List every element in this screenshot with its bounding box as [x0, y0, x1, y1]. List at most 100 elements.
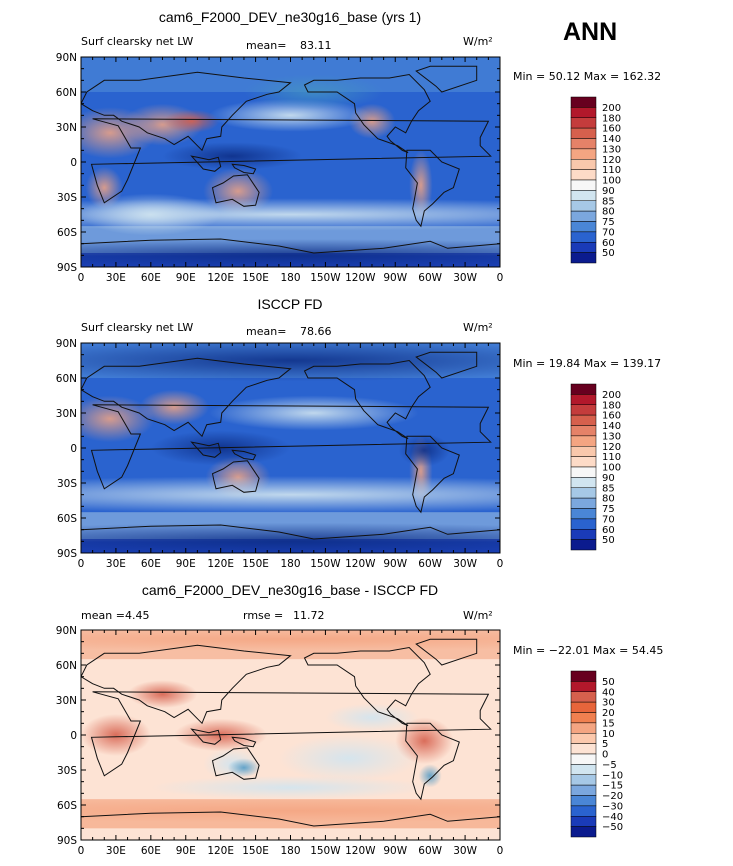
difference-colorbar-label: 15 [602, 718, 615, 729]
obs-colorbar-box [570, 404, 597, 416]
obs-colorbar-label: 180 [602, 400, 621, 411]
model-coastline [405, 149, 460, 228]
obs-colorbar-label: 50 [602, 535, 615, 546]
obs-lon-label: 120W [345, 558, 376, 570]
difference-lat-label: 30S [57, 765, 77, 777]
obs-colorbar-label: 60 [602, 525, 615, 536]
obs-mean-label: mean= [246, 325, 286, 338]
model-lon-label: 90W [383, 272, 407, 284]
difference-colorbar-box [570, 753, 597, 765]
difference-colorbar-label: −20 [602, 791, 623, 802]
model-colorbar-box [570, 200, 597, 212]
obs-lat-label: 30S [57, 478, 77, 490]
difference-lon-label: 120E [207, 845, 234, 857]
difference-colorbar-label: 40 [602, 687, 615, 698]
model-antarctica-coastline [81, 238, 500, 254]
model-colorbar-label: 70 [602, 227, 615, 238]
difference-coastline [90, 691, 492, 777]
obs-coastline [90, 404, 492, 490]
obs-region-deep [398, 434, 450, 467]
difference-lat-label: 30N [56, 695, 77, 707]
model-colorbar-box [570, 169, 597, 181]
difference-title: cam6_F2000_DEV_ne30g16_base - ISCCP FD [142, 582, 438, 598]
difference-region-warm [81, 630, 500, 651]
difference-coastline [231, 736, 257, 748]
difference-region-pale [150, 775, 431, 800]
obs-coastline [231, 449, 257, 461]
model-coastline [231, 163, 257, 175]
model-lat-label: 90N [56, 52, 77, 64]
difference-colorbar-label: −40 [602, 812, 623, 823]
model-colorbar-box [570, 96, 597, 108]
difference-region-warm [81, 799, 500, 823]
model-colorbar-label: 130 [602, 144, 621, 155]
obs-lon-label: 30E [106, 558, 126, 570]
difference-colorbar-label: −10 [602, 770, 623, 781]
obs-region-warm [81, 395, 155, 443]
model-map [81, 57, 500, 267]
difference-lon-label: 30W [453, 845, 477, 857]
obs-lat-label: 30N [56, 408, 77, 420]
model-colorbar-box [570, 107, 597, 118]
difference-lon-label: 0 [78, 845, 85, 857]
difference-colorbar-label: 20 [602, 708, 615, 719]
difference-field [81, 630, 500, 840]
model-colorbar-box [570, 231, 597, 243]
model-lon-label: 150W [310, 272, 341, 284]
obs-colorbar-label: 75 [602, 504, 615, 515]
difference-colorbar-box [570, 722, 597, 734]
difference-axes: 0 30E 60E 90E 120E 150E 180 150W 120W 90W 60W 30W 09… [56, 625, 504, 857]
model-colorbar-label: 140 [602, 134, 621, 145]
model-colorbar-box [570, 190, 597, 201]
difference-colorbar-box [570, 795, 597, 807]
model-colorbar-label: 50 [602, 248, 615, 259]
obs-lon-label: 0 [78, 558, 85, 570]
difference-colorbar-box [570, 743, 597, 755]
obs-colorbar-label: 120 [602, 442, 621, 453]
difference-region-hot [81, 714, 151, 756]
obs-lat-label: 90S [57, 548, 77, 560]
obs-region-warm [139, 389, 210, 425]
difference-colorbar-box [570, 764, 597, 775]
model-colorbar-box [570, 252, 597, 264]
model-colorbar-label: 110 [602, 165, 621, 176]
obs-colorbar-box [570, 508, 597, 520]
model-coastline [415, 65, 478, 93]
obs-region-deep [81, 343, 500, 382]
difference-map [81, 630, 500, 840]
model-lon-label: 60W [418, 272, 442, 284]
model-lon-label: 120E [207, 272, 234, 284]
difference-rmse-value: 11.72 [293, 609, 325, 622]
obs-colorbar-label: 160 [602, 411, 621, 422]
difference-colorbar-label: 0 [602, 750, 608, 761]
obs-colorbar-label: 140 [602, 421, 621, 432]
model-lon-label: 150E [242, 272, 269, 284]
obs-lon-label: 60E [141, 558, 161, 570]
model-colorbar-label: 180 [602, 113, 621, 124]
obs-lon-label: 60W [418, 558, 442, 570]
difference-lon-label: 30E [106, 845, 126, 857]
obs-lon-label: 150W [310, 558, 341, 570]
difference-colorbar-box [570, 784, 597, 796]
difference-units-label: W/m² [463, 609, 493, 622]
model-variable-label: Surf clearsky net LW [81, 35, 193, 48]
difference-lon-label: 60W [418, 845, 442, 857]
model-lon-label: 0 [78, 272, 85, 284]
model-region-pale [81, 193, 221, 236]
difference-colorbar-label: 50 [602, 677, 615, 688]
obs-lon-label: 30W [453, 558, 477, 570]
obs-variable-label: Surf clearsky net LW [81, 321, 193, 334]
difference-mean-value: 4.45 [125, 609, 150, 622]
obs-colorbar-label: 90 [602, 473, 615, 484]
difference-region-blue [227, 758, 261, 778]
obs-lon-label: 150E [242, 558, 269, 570]
model-field [81, 57, 500, 267]
difference-colorbar-label: −15 [602, 781, 623, 792]
obs-colorbar-box [570, 529, 597, 540]
model-lat-label: 30N [56, 122, 77, 134]
model-region-deep [81, 239, 500, 267]
obs-antarctica-coastline [81, 524, 500, 540]
difference-colorbar-label: −50 [602, 822, 623, 833]
model-colorbar-box [570, 179, 597, 191]
difference-mean-label: mean = [81, 609, 125, 622]
